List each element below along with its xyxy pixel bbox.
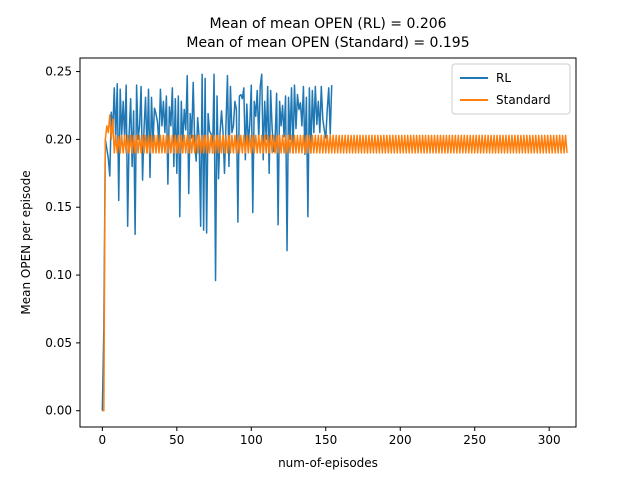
legend-box	[451, 63, 571, 115]
y-axis-label: Mean OPEN per episode	[19, 170, 33, 314]
ticks-layer: 0 50 100 150 200 250 300 0.00 0.05 0.10 0.15 0.20 0.…	[45, 65, 560, 447]
y-tick-label: 0.05	[45, 336, 72, 350]
legend: RL Standard	[451, 63, 571, 115]
x-tick-label: 250	[463, 433, 486, 447]
y-tick-label: 0.25	[45, 65, 72, 79]
x-tick-label: 200	[389, 433, 412, 447]
plot-frame	[79, 57, 577, 428]
x-tick-label: 100	[240, 433, 263, 447]
y-tick-label: 0.20	[45, 132, 72, 146]
series-layer	[101, 73, 568, 412]
legend-label-rl: RL	[496, 71, 511, 85]
x-tick-label: 50	[169, 433, 184, 447]
series-line-standard	[102, 114, 568, 412]
legend-label-standard: Standard	[496, 93, 551, 107]
x-tick-label: 150	[314, 433, 337, 447]
series-line-rl	[101, 73, 333, 411]
y-tick-label: 0.10	[45, 268, 72, 282]
chart-title-line-1: Mean of mean OPEN (RL) = 0.206	[209, 16, 447, 32]
y-tick-label: 0.00	[45, 404, 72, 418]
y-tick-label: 0.15	[45, 200, 72, 214]
x-tick-label: 0	[99, 433, 107, 447]
x-axis-label: num-of-episodes	[278, 456, 378, 470]
chart-title-line-2: Mean of mean OPEN (Standard) = 0.195	[186, 35, 470, 51]
x-tick-label: 300	[538, 433, 561, 447]
